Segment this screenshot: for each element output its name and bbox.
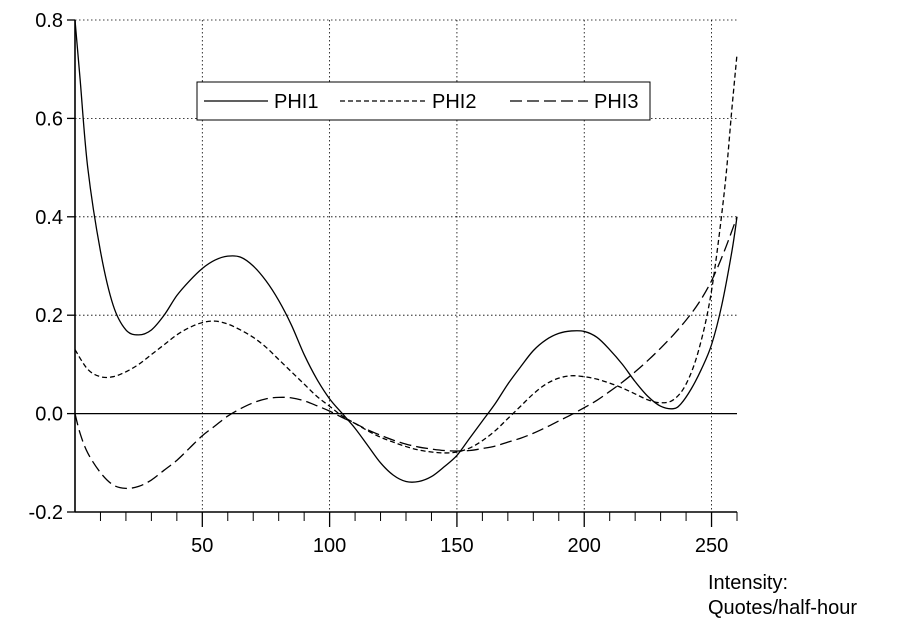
- x-axis-caption-line1: Intensity:: [708, 572, 789, 594]
- x-tick-label: 150: [440, 535, 473, 557]
- y-tick-label: 0.2: [35, 305, 63, 327]
- y-axis: -0.2 0.0 0.2 0.4 0.6 0.8: [29, 10, 76, 524]
- legend-label-phi1: PHI1: [274, 91, 318, 113]
- y-tick-label: 0.4: [35, 207, 63, 229]
- legend-label-phi3: PHI3: [594, 91, 638, 113]
- y-tick-label: 0.0: [35, 404, 63, 426]
- x-tick-label: 200: [568, 535, 601, 557]
- x-tick-label: 250: [695, 535, 728, 557]
- x-axis: 50 100 150 200 250: [75, 511, 738, 557]
- series-lines: [74, 19, 738, 490]
- series-line-phi2: [74, 54, 738, 454]
- x-tick-label: 100: [313, 535, 346, 557]
- series-line-phi3: [74, 216, 738, 490]
- y-tick-label: 0.6: [35, 108, 63, 130]
- x-tick-label: 50: [191, 535, 213, 557]
- legend: PHI1 PHI2 PHI3: [196, 81, 651, 121]
- y-tick-label: 0.8: [35, 10, 63, 32]
- series-line-phi1: [74, 19, 738, 483]
- legend-label-phi2: PHI2: [432, 91, 476, 113]
- x-axis-caption-line2: Quotes/half-hour: [708, 597, 857, 619]
- grid: [75, 19, 737, 512]
- y-tick-label: -0.2: [29, 502, 63, 524]
